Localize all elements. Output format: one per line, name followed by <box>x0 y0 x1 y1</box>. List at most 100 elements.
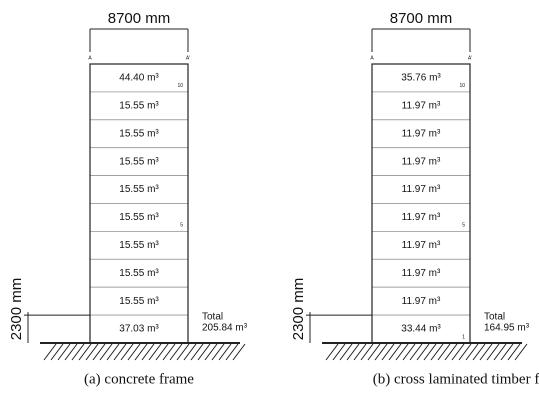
height-label: 2300 mm <box>290 278 307 341</box>
ground-hatch <box>458 343 472 361</box>
ground-hatch <box>183 343 197 361</box>
ground-hatch <box>507 343 521 361</box>
axis-label: A' <box>468 55 472 61</box>
ground-hatch <box>388 343 402 361</box>
ground-hatch <box>64 343 78 361</box>
ground-hatch <box>43 343 57 361</box>
ground-hatch <box>493 343 507 361</box>
total-label: Total <box>202 312 223 323</box>
floor-volume: 35.76 m³ <box>401 73 441 84</box>
ground-hatch <box>423 343 437 361</box>
ground-hatch <box>409 343 423 361</box>
floor-volume: 15.55 m³ <box>119 268 159 279</box>
floor-volume: 15.55 m³ <box>119 156 159 167</box>
ground-hatch <box>57 343 71 361</box>
ground-hatch <box>444 343 458 361</box>
axis-label: A' <box>186 55 190 61</box>
floor-number: 5 <box>462 223 465 229</box>
total-value: 164.95 m³ <box>484 323 530 334</box>
width-label: 8700 mm <box>390 10 453 27</box>
floor <box>371 119 471 149</box>
ground-hatch <box>360 343 374 361</box>
ground-hatch <box>225 343 239 361</box>
floor-volume: 15.55 m³ <box>119 100 159 111</box>
caption: (b) cross laminated timber frame <box>373 371 539 387</box>
ground-hatch <box>211 343 225 361</box>
ground-hatch <box>155 343 169 361</box>
ground-hatch <box>113 343 127 361</box>
ground-hatch <box>437 343 451 361</box>
floor-volume: 15.55 m³ <box>119 184 159 195</box>
floor <box>89 63 189 93</box>
floor-volume: 44.40 m³ <box>119 73 159 84</box>
total-value: 205.84 m³ <box>202 323 248 334</box>
ground-hatch <box>339 343 353 361</box>
ground-hatch <box>197 343 211 361</box>
ground-hatch <box>332 343 346 361</box>
ground-hatch <box>99 343 113 361</box>
ground-hatch <box>169 343 183 361</box>
height-label: 2300 mm <box>8 278 25 341</box>
ground-hatch <box>162 343 176 361</box>
floor-volume: 15.55 m³ <box>119 128 159 139</box>
ground-hatch <box>472 343 486 361</box>
floor-volume: 11.97 m³ <box>402 128 441 139</box>
ground-hatch <box>367 343 381 361</box>
ground-hatch <box>232 343 246 361</box>
floor-number: 1 <box>462 334 465 340</box>
caption: (a) concrete frame <box>84 371 194 387</box>
ground-hatch <box>92 343 106 361</box>
floor-volume: 11.97 m³ <box>402 240 441 251</box>
floor <box>371 314 471 344</box>
ground-hatch <box>127 343 141 361</box>
ground-hatch <box>500 343 514 361</box>
floor-number: 10 <box>459 83 465 89</box>
floor-number: 5 <box>180 223 183 229</box>
floor-volume: 33.44 m³ <box>401 324 441 335</box>
ground-hatch <box>78 343 92 361</box>
ground-hatch <box>416 343 430 361</box>
ground-hatch <box>395 343 409 361</box>
ground-hatch <box>204 343 218 361</box>
ground-hatch <box>148 343 162 361</box>
ground-hatch <box>190 343 204 361</box>
ground-hatch <box>176 343 190 361</box>
ground-hatch <box>479 343 493 361</box>
floor-number: 10 <box>177 83 183 89</box>
ground-hatch <box>451 343 465 361</box>
axis-label: A <box>370 55 374 61</box>
floor-volume: 11.97 m³ <box>402 184 441 195</box>
ground-hatch <box>381 343 395 361</box>
ground-hatch <box>430 343 444 361</box>
floor-volume: 15.55 m³ <box>119 240 159 251</box>
floor-volume: 11.97 m³ <box>402 268 441 279</box>
width-label: 8700 mm <box>108 10 171 27</box>
ground-hatch <box>106 343 120 361</box>
floor-volume: 11.97 m³ <box>402 212 441 223</box>
floor <box>89 119 189 149</box>
ground-hatch <box>346 343 360 361</box>
ground-hatch <box>71 343 85 361</box>
ground-hatch <box>325 343 339 361</box>
ground-hatch <box>486 343 500 361</box>
axis-label: A <box>88 55 92 61</box>
floor-volume: 11.97 m³ <box>402 100 441 111</box>
floor <box>371 230 471 260</box>
ground-hatch <box>218 343 232 361</box>
ground-hatch <box>353 343 367 361</box>
ground-hatch <box>141 343 155 361</box>
ground-hatch <box>50 343 64 361</box>
ground-hatch <box>374 343 388 361</box>
ground-hatch <box>465 343 479 361</box>
floor-volume: 37.03 m³ <box>119 324 159 335</box>
ground-hatch <box>120 343 134 361</box>
floor <box>89 91 189 121</box>
ground-hatch <box>514 343 528 361</box>
ground-hatch <box>85 343 99 361</box>
floor <box>371 203 471 232</box>
total-label: Total <box>484 312 505 323</box>
ground-hatch <box>134 343 148 361</box>
ground-hatch <box>402 343 416 361</box>
floor-volume: 11.97 m³ <box>402 156 441 167</box>
